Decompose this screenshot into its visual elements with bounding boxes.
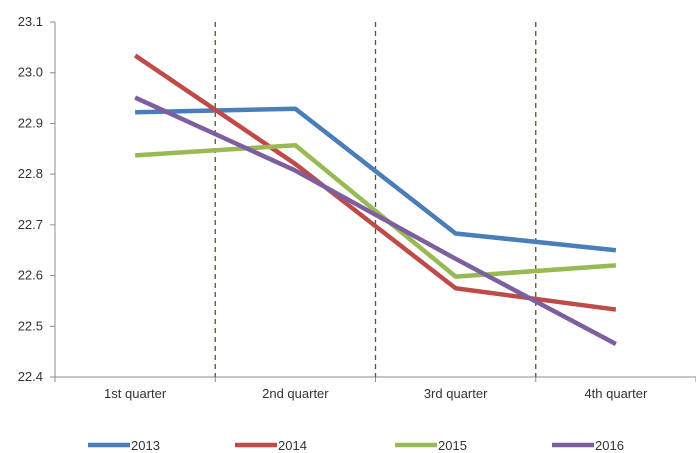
series-lines [133,53,617,347]
y-tick-label: 23.0 [18,65,43,80]
x-tick-label: 1st quarter [104,386,167,401]
series-line-2015 [134,142,617,279]
x-axis-ticks: 1st quarter 2nd quarter 3rd quarter 4th qua… [54,377,696,401]
y-tick-label: 23.1 [18,14,43,29]
y-tick-label: 22.8 [18,166,43,181]
x-tick-label: 4th quarter [584,386,648,401]
legend-label-2014: 2014 [278,438,307,453]
legend-label-2016: 2016 [595,438,624,453]
y-tick-label: 22.7 [18,217,43,232]
y-tick-label: 22.5 [18,318,43,333]
legend-label-2013: 2013 [131,438,160,453]
y-tick-label: 22.9 [18,115,43,130]
y-tick-label: 22.6 [18,268,43,283]
y-tick-label: 22.4 [18,369,43,384]
vertical-gridlines [214,22,537,377]
y-axis-ticks: 22.4 22.5 22.6 22.7 22.8 22.9 23.0 23.1 [18,14,55,384]
x-tick-label: 3rd quarter [424,386,488,401]
legend-label-2015: 2015 [438,438,467,453]
x-tick-label: 2nd quarter [262,386,329,401]
series-line-2016 [134,95,617,347]
legend: 2013 2014 2015 2016 [88,438,624,453]
